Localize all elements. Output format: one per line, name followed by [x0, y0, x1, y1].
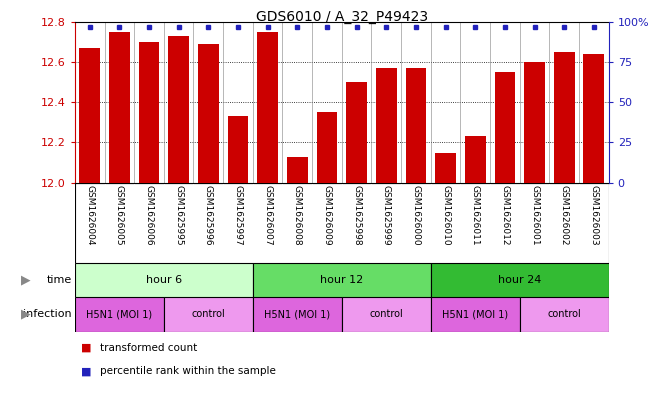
Bar: [79, 48, 100, 183]
Text: GSM1626000: GSM1626000: [411, 185, 421, 246]
Bar: [346, 82, 367, 183]
Text: infection: infection: [23, 309, 72, 320]
Text: transformed count: transformed count: [100, 343, 197, 353]
Bar: [164, 297, 253, 332]
Bar: [406, 68, 426, 183]
Bar: [287, 156, 308, 183]
Bar: [431, 297, 519, 332]
Bar: [436, 152, 456, 183]
Bar: [342, 297, 431, 332]
Bar: [257, 32, 278, 183]
Bar: [519, 297, 609, 332]
Text: H5N1 (MOI 1): H5N1 (MOI 1): [442, 309, 508, 320]
Bar: [431, 263, 609, 297]
Text: GSM1626006: GSM1626006: [145, 185, 154, 246]
Bar: [75, 263, 253, 297]
Bar: [554, 52, 575, 183]
Text: GSM1625997: GSM1625997: [234, 185, 242, 246]
Bar: [198, 44, 219, 183]
Text: GSM1625995: GSM1625995: [174, 185, 183, 246]
Text: GSM1626005: GSM1626005: [115, 185, 124, 246]
Text: hour 24: hour 24: [498, 275, 542, 285]
Text: ■: ■: [81, 343, 92, 353]
Text: control: control: [547, 309, 581, 320]
Bar: [495, 72, 515, 183]
Bar: [253, 297, 342, 332]
Text: percentile rank within the sample: percentile rank within the sample: [100, 366, 275, 376]
Bar: [228, 116, 249, 183]
Text: GSM1626001: GSM1626001: [530, 185, 539, 246]
Text: GSM1626003: GSM1626003: [589, 185, 598, 246]
Text: H5N1 (MOI 1): H5N1 (MOI 1): [264, 309, 330, 320]
Bar: [376, 68, 396, 183]
Bar: [524, 62, 545, 183]
Text: GSM1626010: GSM1626010: [441, 185, 450, 246]
Text: GSM1626008: GSM1626008: [293, 185, 302, 246]
Text: hour 12: hour 12: [320, 275, 363, 285]
Text: ▶: ▶: [21, 274, 31, 286]
Text: GSM1625999: GSM1625999: [381, 185, 391, 246]
Text: GSM1626012: GSM1626012: [501, 185, 509, 246]
Text: ▶: ▶: [21, 308, 31, 321]
Bar: [75, 297, 164, 332]
Bar: [253, 263, 431, 297]
Text: ■: ■: [81, 366, 92, 376]
Text: GSM1626009: GSM1626009: [322, 185, 331, 246]
Text: GSM1625996: GSM1625996: [204, 185, 213, 246]
Bar: [465, 136, 486, 183]
Bar: [168, 36, 189, 183]
Text: GSM1626002: GSM1626002: [560, 185, 569, 246]
Text: control: control: [369, 309, 403, 320]
Bar: [139, 42, 159, 183]
Bar: [316, 112, 337, 183]
Bar: [583, 54, 604, 183]
Text: time: time: [46, 275, 72, 285]
Text: GSM1626004: GSM1626004: [85, 185, 94, 246]
Text: H5N1 (MOI 1): H5N1 (MOI 1): [87, 309, 152, 320]
Text: hour 6: hour 6: [146, 275, 182, 285]
Bar: [109, 32, 130, 183]
Text: control: control: [191, 309, 225, 320]
Text: GSM1626007: GSM1626007: [263, 185, 272, 246]
Text: GSM1625998: GSM1625998: [352, 185, 361, 246]
Text: GDS6010 / A_32_P49423: GDS6010 / A_32_P49423: [256, 10, 428, 24]
Text: GSM1626011: GSM1626011: [471, 185, 480, 246]
